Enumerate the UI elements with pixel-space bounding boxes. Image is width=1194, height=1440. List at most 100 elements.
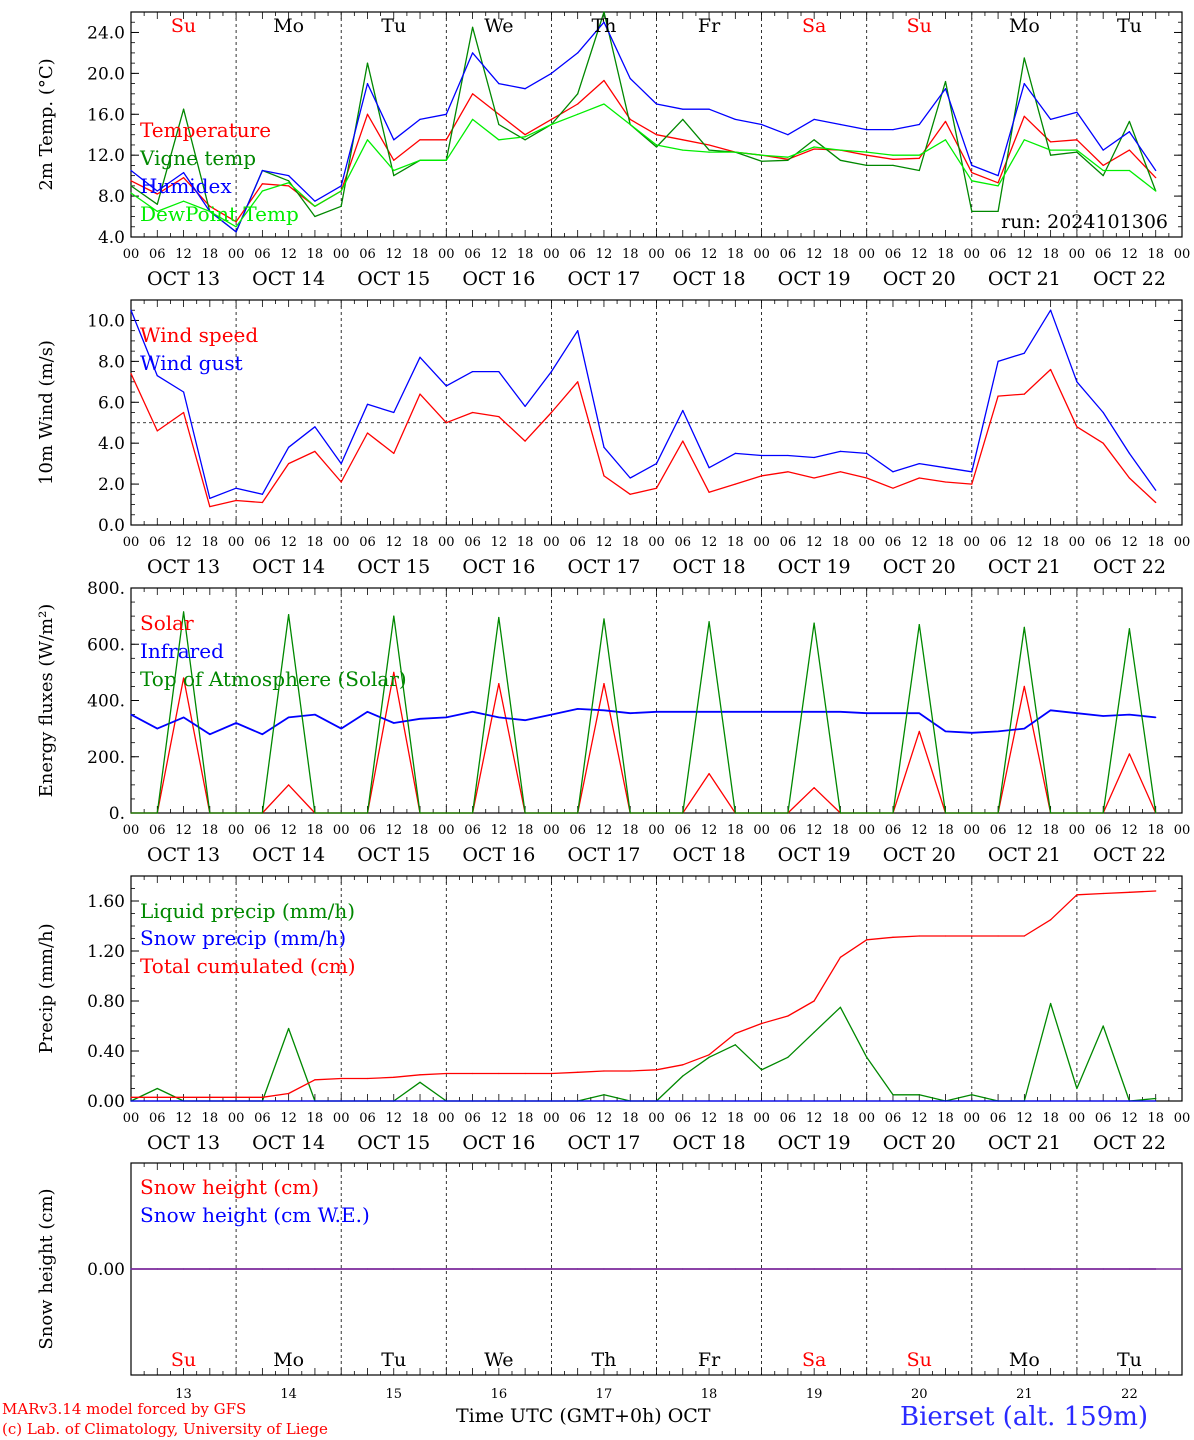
data-point [918, 935, 920, 937]
data-point [682, 1064, 684, 1066]
x-hour-label: 06 [780, 247, 797, 262]
data-point [209, 497, 211, 500]
model-credit: MARv3.14 model forced by GFS [2, 1400, 247, 1418]
series-line [130, 103, 1157, 228]
data-point [550, 713, 553, 716]
data-point [261, 493, 263, 495]
data-point [288, 175, 290, 177]
y-tick-label: 8.0 [98, 352, 125, 372]
plot-frame [130, 299, 1183, 526]
data-point [366, 62, 369, 64]
x-date-label: OCT 15 [357, 556, 430, 578]
data-point [471, 711, 474, 713]
data-point [997, 360, 999, 362]
data-point [761, 812, 763, 814]
data-point [892, 1100, 894, 1102]
data-point [708, 1100, 710, 1102]
data-point [918, 463, 920, 465]
data-point [130, 185, 132, 187]
data-point [1023, 728, 1025, 730]
x-date-label: OCT 18 [673, 556, 746, 578]
x-date-label: OCT 14 [252, 556, 325, 578]
data-point [182, 1100, 185, 1102]
data-point [761, 154, 763, 156]
data-point [971, 171, 973, 174]
x-hour-label: 12 [911, 535, 928, 550]
y-tick-label: 12.0 [87, 146, 125, 166]
data-point [445, 113, 447, 115]
data-point [629, 712, 631, 714]
data-point [761, 454, 763, 457]
data-point [1128, 120, 1131, 123]
x-date-label: OCT 15 [357, 844, 430, 866]
data-point [182, 200, 185, 202]
data-point [235, 812, 237, 814]
data-point [288, 463, 290, 465]
data-point [682, 1100, 684, 1102]
data-point [708, 711, 710, 713]
series-line [130, 708, 1156, 736]
weekday-label: Tu [381, 1349, 406, 1371]
x-hour-label: 00 [1069, 535, 1086, 550]
data-point [944, 88, 947, 90]
data-point [261, 733, 263, 735]
data-point [419, 1074, 421, 1076]
day-number-label: 19 [806, 1387, 823, 1400]
data-point [366, 1100, 369, 1102]
x-hour-label: 00 [1069, 1111, 1086, 1126]
data-point [839, 450, 842, 452]
data-point [314, 1079, 316, 1081]
data-point [918, 1094, 920, 1096]
data-point [314, 426, 316, 428]
x-hour-label: 18 [832, 823, 849, 838]
legend-entry: Total cumulated (cm) [140, 954, 356, 978]
x-hour-label: 18 [1147, 1111, 1164, 1126]
data-point [498, 139, 500, 141]
data-point [892, 164, 894, 167]
x-date-label: OCT 19 [778, 556, 851, 578]
data-point [577, 1071, 579, 1073]
data-point [340, 728, 342, 730]
data-point [288, 1092, 290, 1095]
data-point [1050, 919, 1052, 921]
data-point [813, 146, 815, 148]
x-hour-label: 12 [1121, 247, 1138, 262]
data-point [314, 713, 316, 716]
y-tick-label: 0.40 [87, 1042, 125, 1062]
data-point [498, 716, 500, 718]
data-point [866, 164, 868, 167]
data-point [340, 812, 342, 814]
data-point [1076, 712, 1078, 714]
data-point [393, 175, 395, 177]
data-point [261, 812, 263, 814]
data-point [471, 26, 474, 28]
data-point [787, 711, 789, 713]
day-number-label: 17 [596, 1387, 613, 1400]
data-point [1155, 169, 1157, 172]
data-point [971, 812, 973, 814]
data-point [471, 812, 474, 814]
data-point [839, 149, 842, 151]
x-hour-label: 00 [858, 1111, 875, 1126]
x-date-label: OCT 17 [567, 556, 640, 578]
x-hour-label: 00 [123, 1111, 140, 1126]
x-date-label: OCT 20 [883, 268, 956, 290]
data-point [471, 411, 474, 414]
data-point [445, 159, 447, 161]
x-hour-label: 06 [359, 247, 376, 262]
data-point [288, 1100, 290, 1102]
panel-1: 4.0 8.0 12.0 16.0 20.0 24.0 2m Temp. (°C) Tempe… [36, 11, 1190, 290]
x-hour-label: 00 [753, 247, 770, 262]
data-point [1102, 169, 1104, 172]
x-hour-label: 06 [464, 535, 481, 550]
data-point [629, 493, 631, 495]
x-hour-label: 06 [675, 535, 692, 550]
x-hour-label: 00 [1174, 823, 1191, 838]
data-point [1155, 177, 1157, 179]
data-point [550, 72, 553, 74]
weekday-label: Su [907, 15, 932, 37]
data-point [261, 1096, 263, 1098]
data-point [340, 1077, 342, 1080]
data-point [1128, 477, 1131, 479]
data-point [892, 158, 894, 160]
